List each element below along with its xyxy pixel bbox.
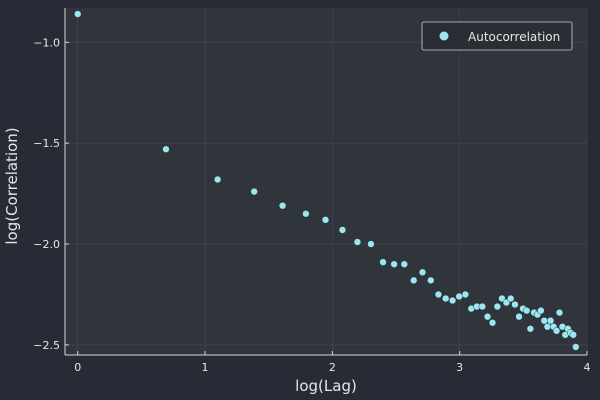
data-point xyxy=(555,309,564,317)
x-tick-label: 2 xyxy=(329,361,336,374)
data-point xyxy=(507,294,515,303)
data-point xyxy=(367,240,375,248)
data-points xyxy=(74,10,580,351)
data-point xyxy=(498,294,506,303)
data-point xyxy=(442,294,450,303)
data-point xyxy=(427,276,435,284)
data-point xyxy=(448,296,457,305)
data-point xyxy=(461,290,470,299)
x-tick-label: 0 xyxy=(74,361,81,374)
y-tick-label: −2.5 xyxy=(33,339,60,352)
data-point xyxy=(537,307,545,315)
x-tick-label: 1 xyxy=(202,361,209,374)
data-point xyxy=(353,238,362,246)
data-point xyxy=(552,327,561,335)
legend: Autocorrelation xyxy=(421,21,573,51)
data-point xyxy=(515,313,523,321)
x-tick-label: 3 xyxy=(456,361,463,374)
data-point xyxy=(379,258,387,266)
x-axis-label: log(Lag) xyxy=(295,377,357,395)
data-point xyxy=(321,216,330,224)
data-point xyxy=(214,175,222,184)
legend-label: Autocorrelation xyxy=(468,30,560,44)
data-point xyxy=(250,187,258,196)
axes xyxy=(64,8,587,356)
data-point xyxy=(493,302,501,311)
data-point xyxy=(410,276,418,284)
y-tick-label: −1.0 xyxy=(33,36,60,49)
data-point xyxy=(390,260,398,268)
data-point xyxy=(572,343,580,351)
y-tick-label: −2.0 xyxy=(33,238,60,251)
tick-labels: 0 1 2 3 4 −1.0 −1.5 −2.0 −2.5 xyxy=(33,36,590,374)
data-point xyxy=(546,317,555,325)
data-point xyxy=(338,226,347,234)
x-tick-label: 4 xyxy=(584,361,591,374)
data-point xyxy=(540,317,548,325)
data-point xyxy=(478,302,486,311)
data-point xyxy=(278,202,287,210)
legend-box xyxy=(421,21,573,51)
data-point xyxy=(74,10,82,18)
y-tick-label: −1.5 xyxy=(33,137,60,150)
data-point xyxy=(418,268,427,276)
data-point xyxy=(455,292,463,301)
y-axis-label: log(Correlation) xyxy=(3,127,21,244)
data-point xyxy=(511,300,519,309)
data-point xyxy=(488,319,497,327)
data-point xyxy=(569,331,577,339)
data-point xyxy=(526,325,534,333)
data-point xyxy=(162,145,170,153)
data-point xyxy=(483,313,492,321)
data-point xyxy=(523,307,531,315)
data-point xyxy=(434,290,443,299)
legend-marker xyxy=(439,31,449,41)
data-point xyxy=(302,210,310,218)
data-point xyxy=(543,323,552,331)
data-point xyxy=(400,260,408,268)
